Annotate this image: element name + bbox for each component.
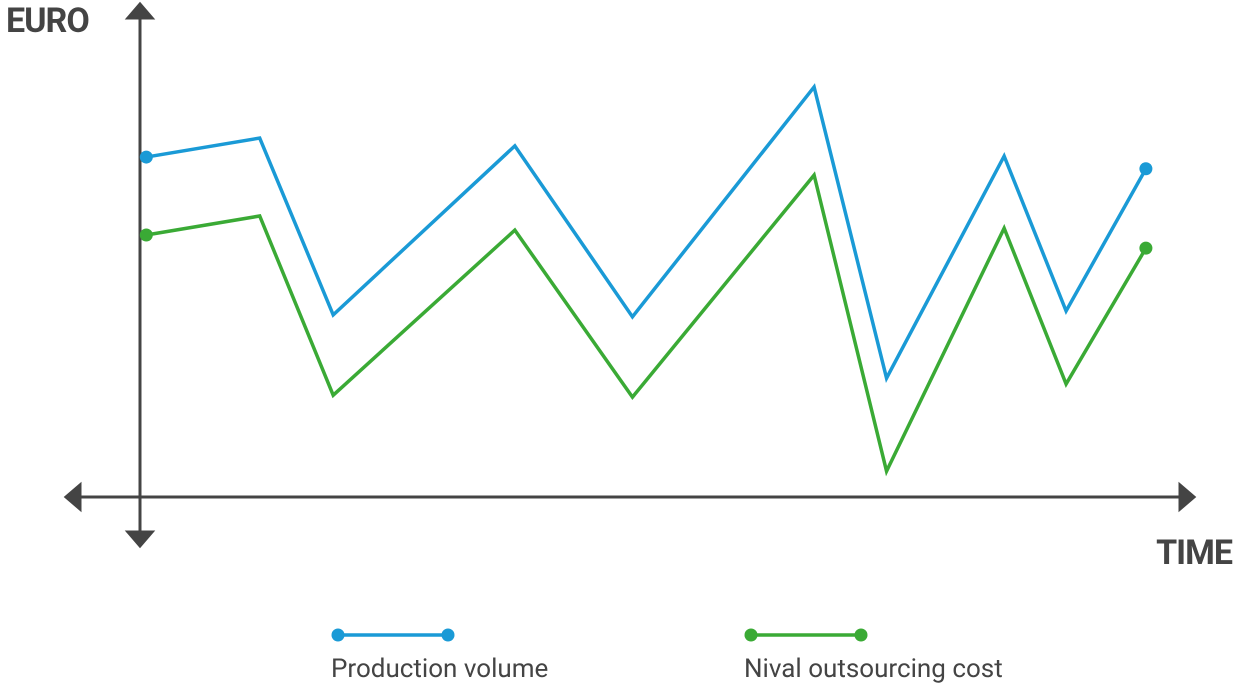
x-axis-title: TIME [1156,533,1233,573]
legend-label: Nival outsourcing cost [744,654,1003,684]
y-axis-title: EURO [6,1,89,41]
series-line [146,171,1148,477]
end-marker [139,150,153,164]
end-marker [1139,162,1153,176]
legend-dot [744,628,758,642]
series-line [146,83,1148,384]
arrow [124,1,156,20]
arrow [1178,481,1197,513]
arrow [124,530,156,549]
legend-dot [441,628,455,642]
end-marker [139,228,153,242]
legend-dot [854,628,868,642]
axes [63,1,1197,549]
legend-label: Production volume [331,654,548,684]
legend-dot [331,628,345,642]
end-marker [1139,241,1153,255]
arrow [63,481,82,513]
